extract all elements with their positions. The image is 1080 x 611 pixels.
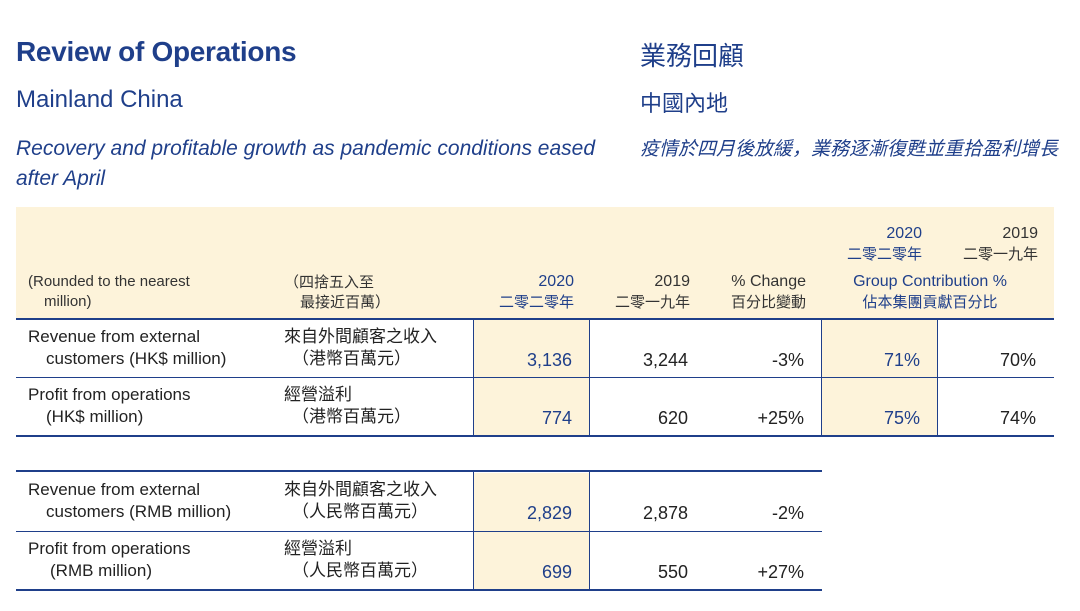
row-label-chinese-line-1: 經營溢利 [284,385,352,405]
rounding-note-line-2: million) [44,293,92,310]
value-2020: 3,136 [526,350,572,370]
region-subtitle-chinese: 中國內地 [640,92,729,117]
region-subtitle: Mainland China [16,86,183,113]
value-2019: 2,878 [642,503,688,523]
column-header-2019: 2019 二零一九年 [590,272,690,312]
table-row-label-chinese: 來自外間顧客之收入 （港幣百萬元） [284,326,470,370]
group-contribution-label-chinese: 佔本集團貢獻百分比 [862,293,998,311]
column-header-change-label: % Change [731,273,806,290]
group-header-2019-year-chinese: 二零一九年 [962,245,1038,263]
value-change: +27% [757,562,804,582]
row-label-line-2: customers (RMB million) [46,502,232,521]
row-label-chinese-line-2: （港幣百萬元） [292,349,411,369]
group-header-2020-year: 2020 [886,225,922,242]
column-header-2020: 2020 二零二零年 [474,272,574,312]
value-2019: 3,244 [642,350,688,370]
group-contribution-2019: 74% [999,408,1036,428]
group-contribution-2020: 71% [883,350,920,370]
value-change: -2% [771,503,804,523]
rounding-note-chinese-line-2: 最接近百萬） [300,293,391,311]
group-header-2020-year-chinese: 二零二零年 [846,245,922,263]
column-divider [821,320,822,435]
page-title: Review of Operations [16,36,297,67]
tagline-chinese: 疫情於四月後放緩，業務逐漸復甦並重拾盈利增長 [640,138,1059,160]
column-header-2019-year-chinese: 二零一九年 [614,293,690,311]
rounding-note: (Rounded to the nearest million) [28,272,278,312]
page-title-chinese: 業務回顧 [640,42,745,72]
table-top-rule [16,318,1054,320]
group-header-2020: 2020 二零二零年 [822,224,922,264]
row-label-line-1: Revenue from external [28,480,200,499]
value-2020: 2,829 [526,503,572,523]
row-label-chinese-line-1: 來自外間顧客之收入 [284,480,437,500]
value-2019: 550 [657,562,688,582]
table-row-label: Revenue from external customers (HK$ mil… [28,326,278,370]
row-label-line-1: Profit from operations [28,385,191,404]
column-divider [473,320,474,435]
highlight-2020-column [474,320,589,436]
table-row-label-chinese: 經營溢利 （港幣百萬元） [284,384,470,428]
header-band [16,207,1054,318]
row-label-chinese-line-1: 經營溢利 [284,539,352,559]
table-top-rule [16,470,822,472]
group-contribution-2020: 75% [883,408,920,428]
row-label-line-2: (HK$ million) [46,407,144,426]
row-label-line-2: (RMB million) [50,561,152,580]
row-divider [16,377,1054,378]
group-contribution-label: Group Contribution % [853,273,1007,290]
column-header-change: % Change 百分比變動 [700,272,806,312]
value-change: -3% [771,350,804,370]
table-row-label: Revenue from external customers (RMB mil… [28,479,278,523]
rounding-note-line-1: (Rounded to the nearest [28,273,190,290]
group-header-2019-year: 2019 [1002,225,1038,242]
rounding-note-chinese-line-1: （四捨五入至 [284,273,375,291]
value-change: +25% [757,408,804,428]
row-label-chinese-line-1: 來自外間顧客之收入 [284,327,437,347]
highlight-group-2020-column [822,320,937,436]
column-header-change-label-chinese: 百分比變動 [730,293,806,311]
value-2019: 620 [657,408,688,428]
table-row-label: Profit from operations (HK$ million) [28,384,278,428]
group-contribution-2019: 70% [999,350,1036,370]
tagline: Recovery and profitable growth as pandem… [16,137,596,190]
group-header-2019: 2019 二零一九年 [938,224,1038,264]
group-contribution-header: Group Contribution % 佔本集團貢獻百分比 [822,272,1038,312]
row-label-chinese-line-2: （港幣百萬元） [292,407,411,427]
row-label-line-1: Revenue from external [28,327,200,346]
column-divider [589,472,590,589]
row-label-chinese-line-2: （人民幣百萬元） [292,502,428,522]
table-row-label: Profit from operations (RMB million) [28,538,278,582]
column-header-2020-year: 2020 [538,273,574,290]
row-label-line-2: customers (HK$ million) [46,349,227,368]
value-2020: 774 [541,408,572,428]
table-row-label-chinese: 來自外間顧客之收入 （人民幣百萬元） [284,479,470,523]
table-bottom-rule [16,589,822,591]
column-header-2020-year-chinese: 二零二零年 [498,293,574,311]
column-divider [473,472,474,589]
value-2020: 699 [541,562,572,582]
row-label-line-1: Profit from operations [28,539,191,558]
row-divider [16,531,822,532]
column-header-2019-year: 2019 [654,273,690,290]
column-divider [937,320,938,435]
column-divider [589,320,590,435]
table-bottom-rule [16,435,1054,437]
rounding-note-chinese: （四捨五入至 最接近百萬） [284,272,464,312]
table-row-label-chinese: 經營溢利 （人民幣百萬元） [284,538,470,582]
row-label-chinese-line-2: （人民幣百萬元） [292,561,428,581]
